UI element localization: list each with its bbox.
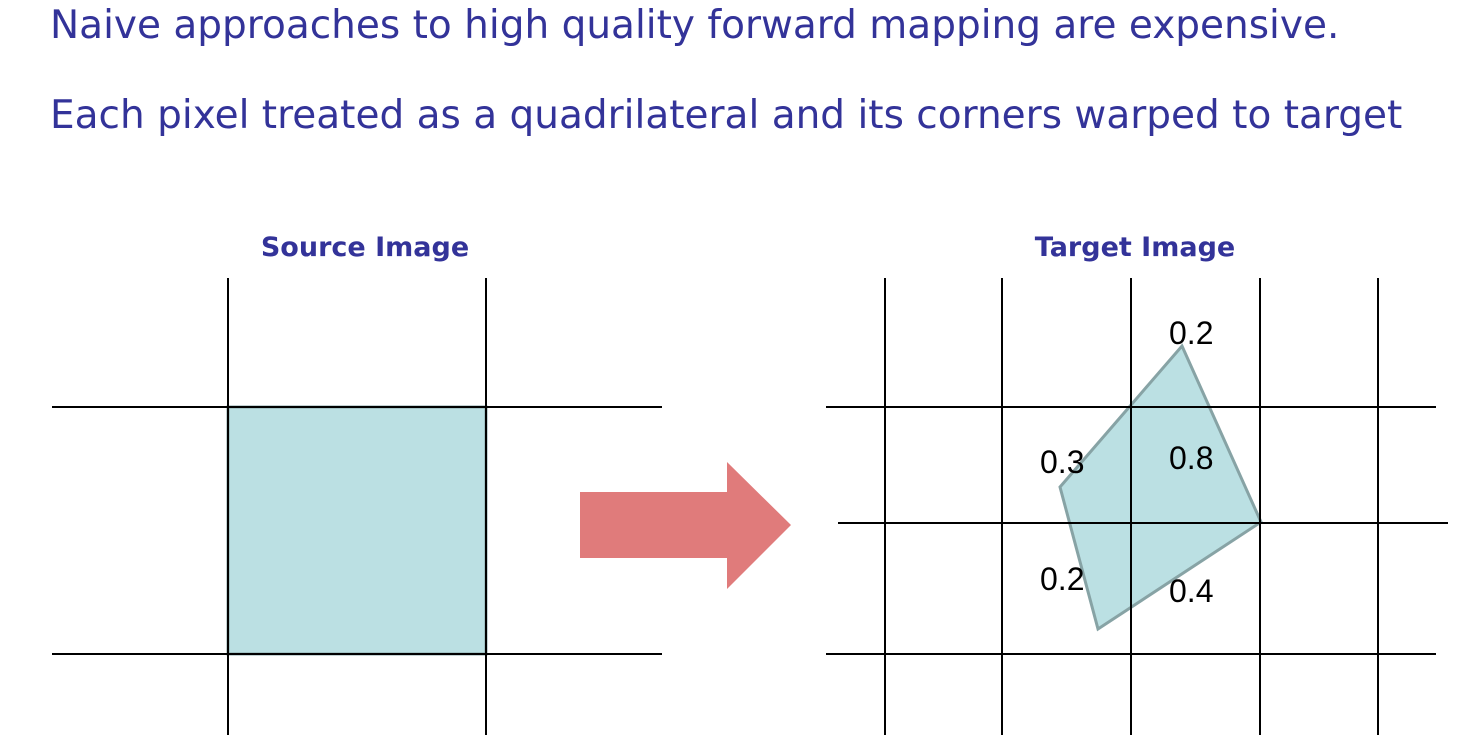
coverage-weights: 0.2 0.3 0.8 0.2 0.4 xyxy=(1040,315,1213,609)
weight-label-low-left: 0.2 xyxy=(1040,561,1084,597)
slide-heading-line-2: Each pixel treated as a quadrilateral an… xyxy=(50,93,1403,138)
mapping-arrow xyxy=(580,462,791,589)
weight-label-low-center: 0.4 xyxy=(1169,573,1213,609)
target-image-panel: 0.2 0.3 0.8 0.2 0.4 xyxy=(826,278,1448,735)
weight-label-mid-left: 0.3 xyxy=(1040,444,1084,480)
weight-label-top-center: 0.2 xyxy=(1169,315,1213,351)
source-image-title: Source Image xyxy=(260,232,470,263)
target-image-title: Target Image xyxy=(1034,232,1236,263)
weight-label-mid-center: 0.8 xyxy=(1169,440,1213,476)
source-pixel-square xyxy=(226,405,488,656)
source-grid xyxy=(52,278,662,735)
warped-pixel-quadrilateral xyxy=(1058,343,1263,632)
slide-heading-line-1: Naive approaches to high quality forward… xyxy=(50,3,1340,48)
source-image-panel xyxy=(52,278,662,735)
target-grid xyxy=(826,278,1448,735)
